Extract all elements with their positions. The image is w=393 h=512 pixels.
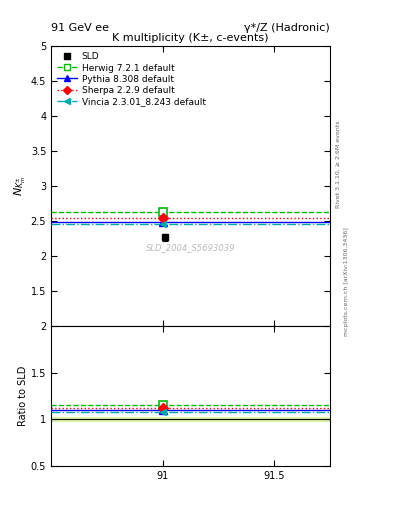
Title: K multiplicity (K±, c-events): K multiplicity (K±, c-events) [112,33,269,42]
Text: Rivet 3.1.10, ≥ 2.6M events: Rivet 3.1.10, ≥ 2.6M events [336,120,341,207]
Y-axis label: $N_{K^{\pm}_m}$: $N_{K^{\pm}_m}$ [12,176,28,196]
Text: mcplots.cern.ch [arXiv:1306.3436]: mcplots.cern.ch [arXiv:1306.3436] [344,227,349,336]
Text: SLD_2004_S5693039: SLD_2004_S5693039 [146,243,235,252]
Bar [51,417,330,421]
Text: γ*/Z (Hadronic): γ*/Z (Hadronic) [244,23,330,33]
Legend: SLD, Herwig 7.2.1 default, Pythia 8.308 default, Sherpa 2.2.9 default, Vincia 2.: SLD, Herwig 7.2.1 default, Pythia 8.308 … [55,51,208,108]
Y-axis label: Ratio to SLD: Ratio to SLD [18,366,28,426]
Text: 91 GeV ee: 91 GeV ee [51,23,109,33]
